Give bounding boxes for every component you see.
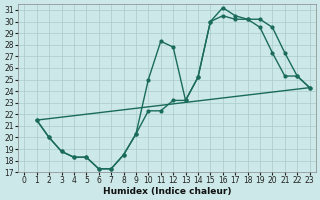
X-axis label: Humidex (Indice chaleur): Humidex (Indice chaleur): [103, 187, 231, 196]
